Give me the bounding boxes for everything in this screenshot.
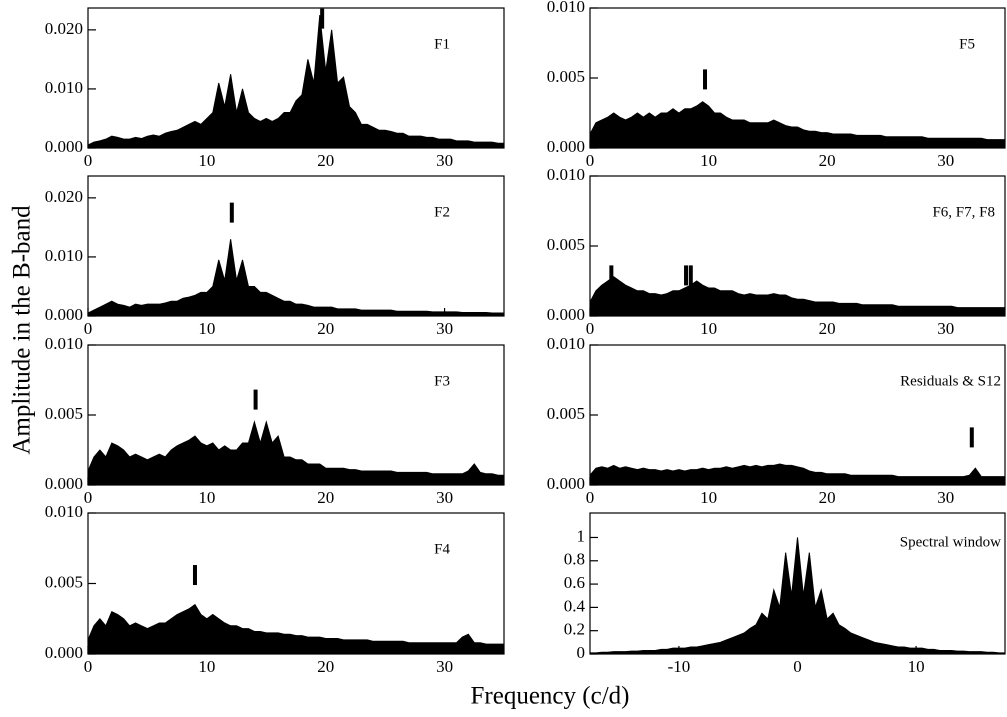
y-tick-label: 0.010 xyxy=(45,246,83,265)
y-tick-label: 0.010 xyxy=(547,334,585,353)
y-tick-label: 0.000 xyxy=(45,305,83,324)
x-tick-label: 30 xyxy=(436,488,453,507)
frequency-marker xyxy=(320,8,325,29)
x-tick-label: -10 xyxy=(668,657,691,676)
panel-label: F1 xyxy=(434,36,450,52)
y-tick-label: 0.000 xyxy=(45,474,83,493)
x-tick-label: 10 xyxy=(700,319,717,338)
x-tick-label: 10 xyxy=(198,657,215,676)
y-tick-label: 0.000 xyxy=(547,137,585,156)
y-tick-label: 0.005 xyxy=(45,572,83,591)
x-tick-label: 30 xyxy=(937,319,954,338)
frequency-marker xyxy=(253,389,258,410)
x-tick-label: 10 xyxy=(198,488,215,507)
x-tick-label: 0 xyxy=(84,151,93,170)
x-tick-label: 30 xyxy=(436,151,453,170)
x-tick-label: 10 xyxy=(198,319,215,338)
spectrum-area xyxy=(589,463,1006,486)
x-tick-label: 20 xyxy=(819,319,836,338)
x-tick-label: 20 xyxy=(317,488,334,507)
y-tick-label: 1 xyxy=(577,526,586,545)
y-tick-label: 0.010 xyxy=(45,334,83,353)
spectrum-area xyxy=(87,239,505,317)
x-tick-label: 30 xyxy=(937,151,954,170)
y-tick-label: 0.4 xyxy=(564,596,586,615)
x-tick-label: 0 xyxy=(586,319,595,338)
x-tick-label: 0 xyxy=(793,657,802,676)
frequency-marker xyxy=(703,69,708,90)
x-tick-label: 20 xyxy=(317,151,334,170)
x-tick-label: 10 xyxy=(700,151,717,170)
spectrum-area xyxy=(589,276,1006,317)
y-tick-label: 0 xyxy=(577,643,586,662)
y-tick-label: 0.000 xyxy=(45,643,83,662)
y-tick-label: 0.000 xyxy=(547,474,585,493)
x-tick-label: 10 xyxy=(908,657,925,676)
plot-frame xyxy=(589,344,1006,486)
y-tick-label: 0.010 xyxy=(45,502,83,521)
plot-frame xyxy=(87,175,505,317)
x-tick-label: 10 xyxy=(198,151,215,170)
x-tick-label: 0 xyxy=(586,151,595,170)
x-tick-label: 20 xyxy=(317,657,334,676)
y-tick-label: 0.005 xyxy=(547,67,585,86)
panel-label: F3 xyxy=(434,373,450,389)
y-tick-label: 0.2 xyxy=(564,620,585,639)
x-tick-label: 0 xyxy=(586,488,595,507)
frequency-marker xyxy=(192,565,197,586)
panel-label: F4 xyxy=(434,541,450,557)
x-axis-title: Frequency (c/d) xyxy=(471,683,630,710)
frequency-marker xyxy=(684,265,689,286)
x-tick-label: 0 xyxy=(84,488,93,507)
x-tick-label: 30 xyxy=(937,488,954,507)
frequency-marker xyxy=(609,265,614,286)
plot-frame xyxy=(87,7,505,149)
spectrum-area xyxy=(589,537,1006,655)
spectrum-area xyxy=(589,101,1006,149)
spectrum-area xyxy=(87,15,505,149)
frequency-marker xyxy=(688,265,693,286)
y-axis-title: Amplitude in the B-band xyxy=(9,205,36,455)
x-tick-label: 0 xyxy=(84,657,93,676)
panel-label: Residuals & S12 xyxy=(900,373,1001,389)
x-tick-label: 30 xyxy=(436,319,453,338)
x-tick-label: 10 xyxy=(700,488,717,507)
y-tick-label: 0.005 xyxy=(547,235,585,254)
y-tick-label: 0.000 xyxy=(547,305,585,324)
y-tick-label: 0.010 xyxy=(547,165,585,184)
x-tick-label: 20 xyxy=(317,319,334,338)
spectrum-area xyxy=(87,420,505,486)
panel-label: F2 xyxy=(434,204,450,220)
spectrum-area xyxy=(87,603,505,655)
y-tick-label: 0.005 xyxy=(547,404,585,423)
x-tick-label: 0 xyxy=(84,319,93,338)
y-tick-label: 0.010 xyxy=(547,0,585,16)
y-tick-label: 0.020 xyxy=(45,187,83,206)
panel-label: F5 xyxy=(959,36,975,52)
y-tick-label: 0.020 xyxy=(45,19,83,38)
panel-label: F6, F7, F8 xyxy=(932,204,995,220)
y-tick-label: 0.000 xyxy=(45,137,83,156)
x-tick-label: 30 xyxy=(436,657,453,676)
y-tick-label: 0.6 xyxy=(564,573,585,592)
y-tick-label: 0.005 xyxy=(45,404,83,423)
x-tick-label: 20 xyxy=(819,488,836,507)
y-tick-label: 0.010 xyxy=(45,78,83,97)
frequency-marker xyxy=(229,202,234,223)
y-tick-label: 0.8 xyxy=(564,550,585,569)
x-tick-label: 20 xyxy=(819,151,836,170)
panel-label: Spectral window xyxy=(900,534,1001,550)
frequency-marker xyxy=(969,427,974,448)
